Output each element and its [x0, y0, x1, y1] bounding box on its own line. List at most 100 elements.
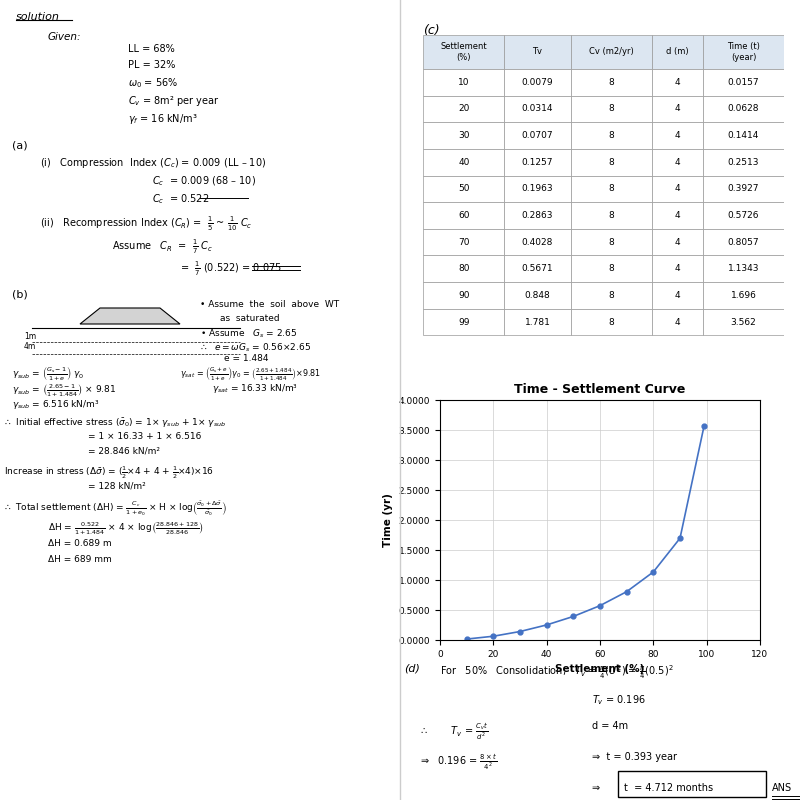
Text: 4: 4 — [674, 238, 680, 246]
Bar — [651, 202, 703, 229]
Text: 99: 99 — [458, 318, 470, 326]
Text: 4: 4 — [674, 211, 680, 220]
Text: 40: 40 — [458, 158, 470, 166]
Bar — [651, 175, 703, 202]
Text: 4: 4 — [674, 264, 680, 274]
Text: (b): (b) — [12, 290, 28, 299]
Text: $\gamma_f$ = 16 kN/m³: $\gamma_f$ = 16 kN/m³ — [128, 112, 198, 126]
Text: 80: 80 — [458, 264, 470, 274]
Bar — [570, 34, 651, 69]
Text: t  = 4.712 months: t = 4.712 months — [624, 782, 713, 793]
Bar — [651, 309, 703, 335]
Text: 0.0628: 0.0628 — [728, 105, 759, 114]
Bar — [423, 122, 504, 149]
Text: 20: 20 — [458, 105, 470, 114]
Text: 3.562: 3.562 — [730, 318, 756, 326]
Bar — [703, 255, 784, 282]
Text: $C_v$ = 8m² per year: $C_v$ = 8m² per year — [128, 94, 219, 108]
Bar — [570, 149, 651, 175]
Text: 8: 8 — [608, 264, 614, 274]
Text: $C_c$  = 0.522: $C_c$ = 0.522 — [152, 192, 210, 206]
Text: (ii)   Recompression Index ($C_R$) =  $\frac{1}{5}$ ~ $\frac{1}{10}$ $C_c$: (ii) Recompression Index ($C_R$) = $\fra… — [40, 214, 253, 233]
Text: 8: 8 — [608, 184, 614, 194]
Text: 90: 90 — [458, 291, 470, 300]
Text: 0.1963: 0.1963 — [522, 184, 554, 194]
Bar — [703, 96, 784, 122]
Text: Time (t)
(year): Time (t) (year) — [727, 42, 760, 62]
Text: 1.781: 1.781 — [525, 318, 550, 326]
Text: 8: 8 — [608, 238, 614, 246]
Text: 10: 10 — [458, 78, 470, 87]
Text: 1.696: 1.696 — [730, 291, 757, 300]
Bar — [423, 255, 504, 282]
Text: Cv (m2/yr): Cv (m2/yr) — [589, 47, 634, 56]
Text: $\gamma_{sub}$ = 6.516 kN/m³: $\gamma_{sub}$ = 6.516 kN/m³ — [12, 398, 100, 411]
Text: (c): (c) — [423, 24, 440, 37]
Text: =  $\frac{1}{7}$ (0.522) = 0.075: = $\frac{1}{7}$ (0.522) = 0.075 — [180, 260, 282, 278]
Text: 0.4028: 0.4028 — [522, 238, 553, 246]
Bar — [703, 122, 784, 149]
Text: 0.0314: 0.0314 — [522, 105, 553, 114]
Text: 0.0079: 0.0079 — [522, 78, 554, 87]
Bar — [703, 69, 784, 96]
Text: ΔH = 0.689 m: ΔH = 0.689 m — [48, 539, 112, 548]
Bar — [570, 122, 651, 149]
Bar — [703, 309, 784, 335]
Text: 8: 8 — [608, 158, 614, 166]
Bar — [504, 122, 570, 149]
Bar — [504, 202, 570, 229]
Bar — [703, 175, 784, 202]
Bar — [570, 309, 651, 335]
Text: 4: 4 — [674, 78, 680, 87]
Bar — [504, 255, 570, 282]
Text: $\gamma_{sub}$ = $\left(\frac{2.65-1}{1+1.484}\right)$ × 9.81: $\gamma_{sub}$ = $\left(\frac{2.65-1}{1+… — [12, 382, 116, 399]
Text: 0.1257: 0.1257 — [522, 158, 553, 166]
Bar — [423, 282, 504, 309]
Text: ⇒  t = 0.393 year: ⇒ t = 0.393 year — [592, 753, 677, 762]
Text: Tv: Tv — [533, 47, 542, 56]
Text: Settlement
(%): Settlement (%) — [441, 42, 487, 62]
Title: Time - Settlement Curve: Time - Settlement Curve — [514, 383, 686, 396]
Text: 8: 8 — [608, 291, 614, 300]
Text: LL = 68%: LL = 68% — [128, 44, 174, 54]
Bar — [651, 34, 703, 69]
Text: 0.0707: 0.0707 — [522, 131, 554, 140]
Text: (a): (a) — [12, 140, 28, 150]
Text: 1m: 1m — [24, 332, 36, 341]
Text: 70: 70 — [458, 238, 470, 246]
Bar — [651, 69, 703, 96]
Bar — [570, 202, 651, 229]
Text: ANS: ANS — [772, 782, 792, 793]
Text: ∴  Initial effective stress ($\bar{\sigma}_0$) = 1× $\gamma_{sub}$ + 1× $\gamma_: ∴ Initial effective stress ($\bar{\sigma… — [4, 416, 226, 429]
Text: 0.8057: 0.8057 — [728, 238, 759, 246]
Bar — [703, 149, 784, 175]
Bar — [570, 282, 651, 309]
Text: 0.2513: 0.2513 — [728, 158, 759, 166]
Text: 8: 8 — [608, 78, 614, 87]
Text: = 28.846 kN/m²: = 28.846 kN/m² — [88, 446, 160, 455]
Bar — [504, 149, 570, 175]
Text: 4: 4 — [674, 131, 680, 140]
Text: Assume   $C_R$  =  $\frac{1}{7}$ $C_c$: Assume $C_R$ = $\frac{1}{7}$ $C_c$ — [112, 238, 214, 256]
Bar — [423, 229, 504, 255]
Bar — [703, 229, 784, 255]
Text: 0.2863: 0.2863 — [522, 211, 553, 220]
Text: $\omega_0$ = 56%: $\omega_0$ = 56% — [128, 76, 178, 90]
Text: 4: 4 — [674, 105, 680, 114]
Text: 0.848: 0.848 — [525, 291, 550, 300]
Bar — [423, 34, 504, 69]
Text: PL = 32%: PL = 32% — [128, 60, 175, 70]
Text: ⇒: ⇒ — [592, 782, 603, 793]
Bar — [423, 309, 504, 335]
Bar — [651, 149, 703, 175]
Text: = 128 kN/m²: = 128 kN/m² — [88, 482, 146, 490]
Text: ∴   $e = \omega G_s$ = 0.56×2.65: ∴ $e = \omega G_s$ = 0.56×2.65 — [200, 342, 311, 354]
Text: • Assume   $G_s$ = 2.65: • Assume $G_s$ = 2.65 — [200, 327, 298, 340]
Text: (d): (d) — [404, 663, 420, 674]
Bar — [570, 229, 651, 255]
Bar — [423, 202, 504, 229]
Text: e = 1.484: e = 1.484 — [224, 354, 269, 363]
Bar — [570, 175, 651, 202]
Bar — [570, 96, 651, 122]
Bar — [618, 771, 766, 797]
